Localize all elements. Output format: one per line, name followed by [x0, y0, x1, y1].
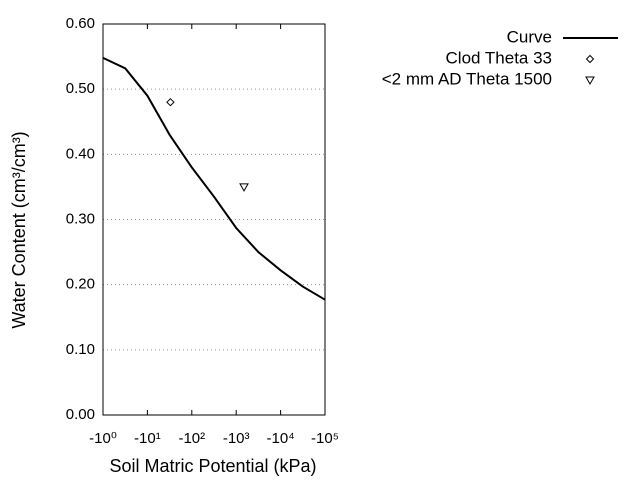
marker: [239, 183, 249, 192]
legend-label: Curve: [507, 27, 552, 46]
x-tick-label: -10⁵: [311, 430, 339, 447]
y-tick-label: 0.00: [66, 406, 95, 423]
x-axis-title: Soil Matric Potential (kPa): [109, 456, 316, 476]
plot-frame: [102, 23, 326, 416]
x-tick-label: -10⁰: [89, 430, 117, 447]
y-axis-title: Water Content (cm³/cm³): [9, 131, 29, 328]
marker: [166, 97, 175, 107]
x-tick-label: -10²: [178, 430, 205, 447]
legend-label: Clod Theta 33: [446, 48, 552, 67]
legend-label: <2 mm AD Theta 1500: [382, 69, 552, 88]
y-tick-label: 0.40: [66, 145, 95, 162]
y-tick-label: 0.50: [66, 80, 95, 97]
marker: [585, 76, 595, 86]
x-tick-label: -10³: [223, 430, 250, 447]
y-tick-label: 0.30: [66, 210, 95, 227]
x-tick-label: -10⁴: [267, 430, 295, 447]
marker: [585, 54, 595, 64]
x-tick-label: -10¹: [134, 430, 161, 447]
y-tick-label: 0.10: [66, 341, 95, 358]
y-tick-label: 0.20: [66, 276, 95, 293]
curve: [102, 56, 326, 301]
y-tick-label: 0.60: [66, 15, 95, 32]
